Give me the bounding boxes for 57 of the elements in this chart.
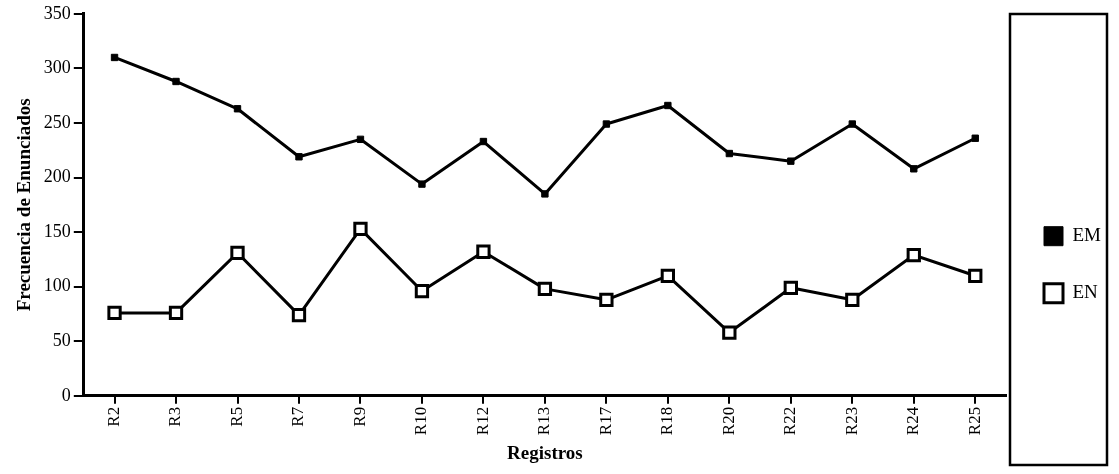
y-tick-label: 50	[52, 330, 71, 351]
x-tick-label: R2	[104, 406, 124, 427]
x-tick-label: R3	[165, 406, 185, 427]
x-tick-label: R24	[903, 406, 923, 436]
point	[356, 135, 365, 144]
legend-label: EM	[1072, 224, 1102, 246]
point	[107, 305, 122, 321]
point	[172, 77, 180, 86]
y-tick-label: 100	[43, 275, 71, 296]
x-tick-label: R18	[657, 406, 677, 436]
x-tick-label: R25	[964, 406, 984, 436]
x-tick-label: R20	[718, 406, 738, 436]
y-tick-label: 0	[61, 384, 71, 405]
point	[479, 137, 488, 146]
point	[845, 292, 860, 307]
point	[353, 221, 368, 236]
point	[414, 283, 430, 299]
y-tick-label: 200	[43, 166, 71, 187]
point	[541, 190, 549, 198]
x-tick-label: R9	[349, 406, 369, 427]
point	[660, 268, 676, 283]
point	[725, 149, 734, 158]
y-tick-label: 150	[43, 220, 71, 241]
x-tick-label: R10	[411, 406, 431, 436]
x-tick-label: R7	[288, 406, 308, 427]
point	[537, 281, 553, 297]
point	[664, 101, 672, 110]
point	[295, 153, 303, 161]
point	[110, 53, 119, 62]
point	[230, 245, 245, 261]
point	[602, 120, 611, 128]
point	[783, 280, 798, 295]
y-tick-label: 350	[43, 2, 71, 23]
x-tick-label: R17	[595, 406, 615, 436]
legend-label: EN	[1072, 281, 1099, 303]
point	[233, 105, 242, 113]
point	[418, 180, 426, 188]
point	[848, 120, 856, 128]
x-tick-label: R12	[472, 406, 492, 436]
point	[906, 247, 921, 263]
x-tick-label: R22	[780, 406, 800, 436]
point	[476, 244, 491, 259]
point	[291, 307, 307, 323]
point	[599, 292, 614, 307]
point	[910, 165, 918, 173]
point	[968, 268, 983, 283]
x-tick-label: R23	[841, 406, 861, 436]
y-axis-title: Frecuencia de Enunciados	[13, 98, 35, 312]
y-tick-label: 250	[43, 111, 71, 132]
point	[971, 134, 979, 142]
point	[787, 157, 795, 165]
point	[722, 325, 737, 340]
x-tick-label: R13	[534, 406, 554, 436]
y-tick-label: 300	[43, 57, 71, 78]
x-axis-title: Registros	[507, 441, 583, 463]
point	[168, 305, 184, 321]
x-tick-label: R5	[226, 406, 246, 427]
